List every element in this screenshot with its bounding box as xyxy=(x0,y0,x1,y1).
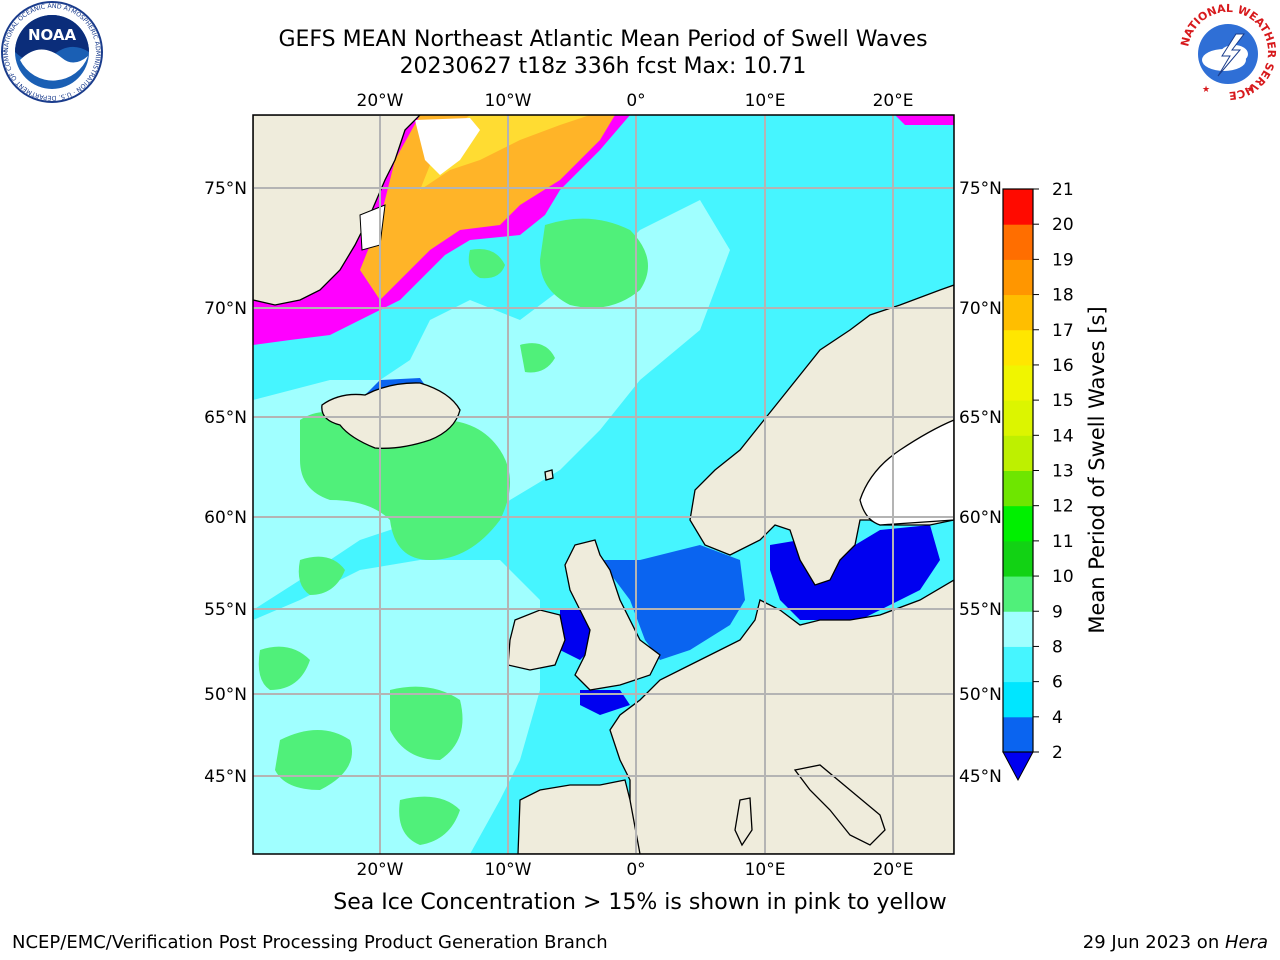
lat-label: 60°N xyxy=(959,508,1002,528)
iceland-land xyxy=(321,382,461,449)
colorbar-segment xyxy=(1003,364,1033,401)
colorbar-segment xyxy=(1003,540,1033,577)
continental-europe-land xyxy=(609,579,954,854)
colorbar-tick-label: 20 xyxy=(1052,215,1074,235)
colorbar-tick-label: 11 xyxy=(1052,532,1074,552)
swell-band-9-10 xyxy=(258,218,648,845)
lon-label: 0° xyxy=(626,91,645,111)
sea-ice-note: Sea Ice Concentration > 15% is shown in … xyxy=(333,890,947,915)
lon-label: 20°W xyxy=(357,91,404,111)
colorbar-segment xyxy=(1003,716,1033,753)
footer-date-text: 29 Jun 2023 on xyxy=(1082,932,1225,953)
colorbar-tick-label: 13 xyxy=(1052,462,1074,482)
ireland-land xyxy=(507,609,566,671)
colorbar-segment xyxy=(1003,435,1033,471)
colorbar-tick-label: 6 xyxy=(1052,673,1063,693)
colorbar-extend-arrow xyxy=(1002,751,1034,782)
lat-label: 55°N xyxy=(204,600,247,620)
colorbar-tick-label: 16 xyxy=(1052,356,1074,376)
svg-text:★: ★ xyxy=(1202,85,1210,95)
lat-label: 60°N xyxy=(204,508,247,528)
colorbar-tick-label: 19 xyxy=(1052,250,1074,270)
colorbar-segment xyxy=(1003,224,1033,260)
lon-labels-top: 20°W 10°W 0° 10°E 20°E xyxy=(357,91,914,111)
colorbar-segment xyxy=(1003,646,1033,683)
footer-credit: NCEP/EMC/Verification Post Processing Pr… xyxy=(12,932,608,953)
colorbar-segment xyxy=(1003,329,1033,366)
lat-label: 55°N xyxy=(959,600,1002,620)
colorbar-tick-label: 9 xyxy=(1052,602,1063,622)
lon-label: 20°E xyxy=(873,91,914,111)
lat-label: 45°N xyxy=(959,767,1002,787)
colorbar-tick-label: 15 xyxy=(1052,391,1074,411)
colorbar-tick-label: 21 xyxy=(1052,180,1074,200)
colorbar-segment xyxy=(1003,400,1033,436)
colorbar-tick-label: 4 xyxy=(1052,708,1063,728)
colorbar-tick-label: 12 xyxy=(1052,497,1074,517)
lat-label: 65°N xyxy=(204,408,247,428)
lon-label: 10°E xyxy=(745,860,786,880)
noaa-logo-text: NOAA xyxy=(28,26,77,44)
greenland-land xyxy=(253,115,421,306)
map-title: GEFS MEAN Northeast Atlantic Mean Period… xyxy=(278,27,928,52)
colorbar-segment xyxy=(1003,294,1033,331)
footer-date: 29 Jun 2023 on Hera xyxy=(1083,932,1268,953)
colorbar-label: Mean Period of Swell Waves [s] xyxy=(1085,306,1109,633)
colorbar-segment xyxy=(1003,470,1033,507)
land-masses xyxy=(253,115,954,854)
colorbar-segment xyxy=(1003,259,1033,296)
colorbar-tick-label: 2 xyxy=(1052,743,1063,763)
lon-label: 10°W xyxy=(485,91,532,111)
nws-logo: NATIONAL WEATHER SERVICE ★ ★ xyxy=(1178,2,1278,102)
lon-label: 20°W xyxy=(357,860,404,880)
colorbar-segment xyxy=(1003,681,1033,718)
colorbar: 2 4 6 8 9 10 11 12 13 14 15 16 17 18 19 20 21 xyxy=(1002,180,1074,782)
colorbar-segment xyxy=(1003,576,1033,612)
colorbar-segment xyxy=(1003,611,1033,647)
graticule xyxy=(253,115,954,854)
lon-label: 10°W xyxy=(485,860,532,880)
lon-labels-bottom: 20°W 10°W 0° 10°E 20°E xyxy=(357,860,914,880)
lat-label: 50°N xyxy=(204,685,247,705)
colorbar-tick-label: 8 xyxy=(1052,637,1063,657)
colorbar-tick-label: 18 xyxy=(1052,286,1074,306)
faroe-islands xyxy=(544,469,554,481)
italy-land xyxy=(793,764,886,846)
lat-label: 75°N xyxy=(204,179,247,199)
colorbar-tick-label: 14 xyxy=(1052,426,1074,446)
lat-label: 70°N xyxy=(959,299,1002,319)
map-panel xyxy=(253,115,954,854)
lon-label: 10°E xyxy=(745,91,786,111)
colorbar-segment xyxy=(1003,189,1033,225)
lon-label: 0° xyxy=(626,860,645,880)
colorbar-segment xyxy=(1003,505,1033,542)
lat-label: 45°N xyxy=(204,767,247,787)
lat-labels-left: 75°N 70°N 65°N 60°N 55°N 50°N 45°N xyxy=(204,179,247,787)
colorbar-tick-label: 10 xyxy=(1052,567,1074,587)
map-frame xyxy=(252,114,955,855)
footer-machine: Hera xyxy=(1224,932,1268,953)
lon-label: 20°E xyxy=(873,860,914,880)
lat-labels-right: 75°N 70°N 65°N 60°N 55°N 50°N 45°N xyxy=(959,179,1002,787)
map-subtitle: 20230627 t18z 336h fcst Max: 10.71 xyxy=(399,54,807,79)
colorbar-tick-label: 17 xyxy=(1052,321,1074,341)
lat-label: 50°N xyxy=(959,685,1002,705)
lat-label: 65°N xyxy=(959,408,1002,428)
svg-text:★: ★ xyxy=(1246,85,1254,95)
lat-label: 75°N xyxy=(959,179,1002,199)
noaa-logo: NATIONAL OCEANIC AND ATMOSPHERIC ADMINIS… xyxy=(0,0,103,103)
corsica-sardinia-land xyxy=(734,797,753,847)
lat-label: 70°N xyxy=(204,299,247,319)
